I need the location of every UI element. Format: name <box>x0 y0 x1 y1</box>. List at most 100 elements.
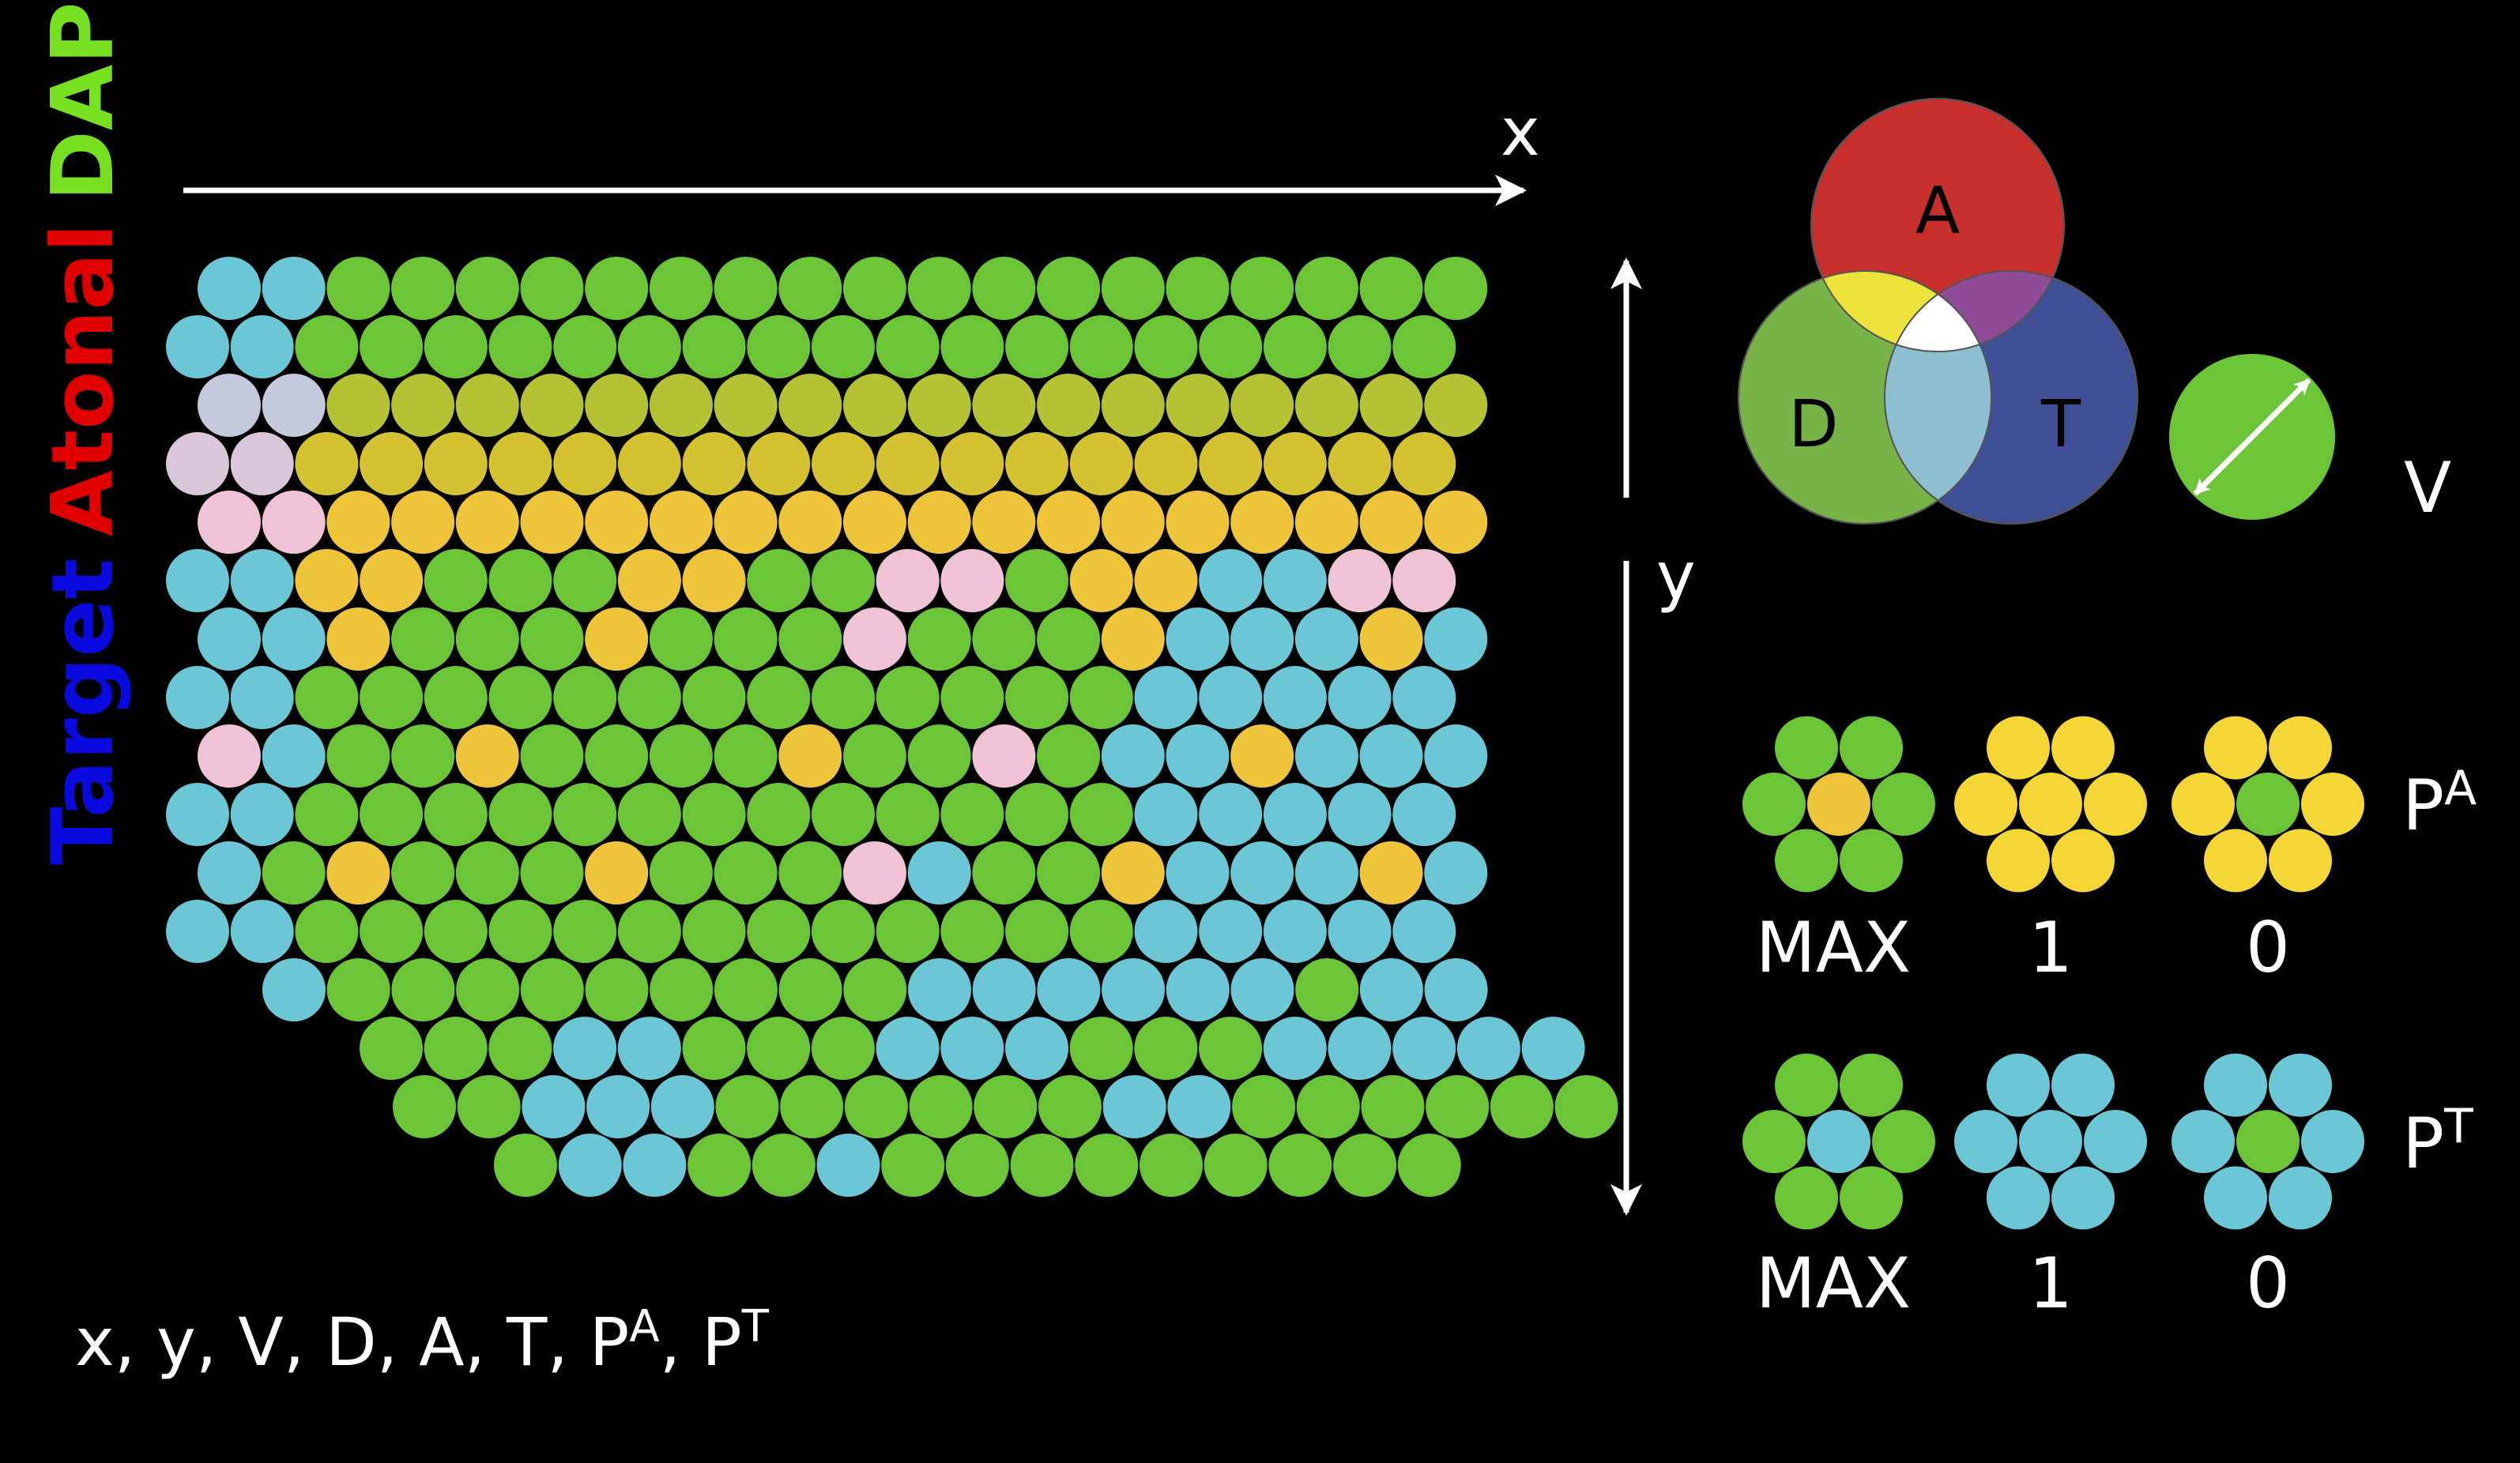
grid-cell <box>812 666 875 729</box>
pattern-a-label: PA <box>2402 761 2477 846</box>
grid-cell <box>617 783 681 846</box>
grid-cell <box>520 958 584 1021</box>
grid-cell <box>972 724 1036 788</box>
cluster-ring-cell <box>1775 1053 1838 1117</box>
grid-cell <box>876 315 940 378</box>
grid-cell <box>876 432 940 495</box>
grid-cell <box>649 374 713 437</box>
grid-cell <box>262 374 326 437</box>
grid-cell <box>843 374 906 437</box>
grid-cell <box>843 257 906 320</box>
grid-cell <box>1392 549 1456 612</box>
grid-cell <box>1069 783 1133 846</box>
grid-cell <box>553 432 617 495</box>
grid-cell <box>1010 1134 1074 1197</box>
grid-cell <box>972 257 1036 320</box>
grid-cell <box>326 724 390 788</box>
grid-cell <box>326 958 390 1021</box>
grid-cell <box>909 1075 973 1138</box>
grid-cell <box>585 374 649 437</box>
grid-cell <box>649 607 713 671</box>
grid-cell <box>360 315 424 378</box>
cluster-ring-cell <box>2172 773 2235 836</box>
grid-cell <box>456 958 520 1021</box>
grid-cell <box>1139 1134 1203 1197</box>
cluster-center-cell <box>1807 773 1870 836</box>
cluster-ring-cell <box>1954 773 2017 836</box>
grid-cell <box>1069 315 1133 378</box>
grid-cell <box>1134 315 1198 378</box>
cluster-ring-cell <box>1840 716 1903 780</box>
grid-cell <box>455 607 519 671</box>
grid-cell <box>1263 1017 1327 1080</box>
cluster-ring-cell <box>1775 829 1838 893</box>
grid-cell <box>1359 724 1423 788</box>
grid-cell <box>1294 374 1358 437</box>
grid-cell <box>424 315 488 378</box>
grid-cell <box>1199 900 1263 963</box>
grid-cell <box>391 607 455 671</box>
grid-cell <box>714 607 778 671</box>
grid-cell <box>360 666 424 729</box>
grid-cell <box>1294 724 1358 788</box>
cluster-ring-cell <box>2051 716 2115 780</box>
grid-cell <box>843 841 906 905</box>
grid-cell <box>166 549 229 612</box>
grid-cell <box>360 432 424 495</box>
grid-cell <box>1134 1017 1198 1080</box>
venn-diagram: A D T <box>1738 98 2138 525</box>
grid-cell <box>424 549 488 612</box>
grid-cell <box>1294 257 1358 320</box>
grid-cell <box>682 783 746 846</box>
grid-cell <box>1456 1017 1520 1080</box>
grid-cell <box>1424 257 1488 320</box>
grid-cell <box>682 432 746 495</box>
grid-cell <box>1069 1017 1133 1080</box>
grid-cell <box>876 666 940 729</box>
grid-cell <box>488 1017 552 1080</box>
cluster-ring-cell <box>2269 1166 2332 1230</box>
grid-cell <box>1101 491 1165 554</box>
cluster-ring-cell <box>1775 1166 1838 1230</box>
grid-cell <box>1359 491 1423 554</box>
grid-cell <box>1268 1134 1332 1197</box>
grid-cell <box>230 315 294 378</box>
grid-cell <box>843 607 906 671</box>
grid-cell <box>1424 841 1488 905</box>
grid-cell <box>391 257 455 320</box>
grid-cell <box>714 724 778 788</box>
grid-cell <box>649 491 713 554</box>
cluster-center-cell <box>2019 1110 2082 1173</box>
grid-cell <box>457 1075 521 1138</box>
channel-label: Target Atonal DAPI <box>34 0 133 865</box>
cluster-ring-cell <box>2204 829 2267 893</box>
grid-cell <box>1333 1134 1397 1197</box>
cluster-ring-cell <box>1954 1110 2017 1173</box>
cluster-ring-cell <box>2269 829 2332 893</box>
grid-cell <box>1554 1075 1618 1138</box>
label-atonal: Atonal <box>34 224 133 536</box>
grid-cell <box>295 783 359 846</box>
grid-cell <box>1230 374 1294 437</box>
grid-cell <box>972 958 1036 1021</box>
grid-cell <box>230 783 294 846</box>
grid-cell <box>907 374 971 437</box>
grid-cell <box>166 783 229 846</box>
grid-cell <box>617 315 681 378</box>
label-target: Target <box>34 558 133 865</box>
grid-cell <box>393 1075 456 1138</box>
grid-cell <box>682 666 746 729</box>
grid-cell <box>295 315 359 378</box>
grid-cell <box>1005 315 1069 378</box>
grid-cell <box>166 315 229 378</box>
grid-cell <box>1199 549 1263 612</box>
cluster-ring-cell <box>1872 773 1935 836</box>
grid-cell <box>812 432 875 495</box>
grid-cell <box>649 724 713 788</box>
grid-cell <box>1230 607 1294 671</box>
grid-cell <box>1392 900 1456 963</box>
grid-cell <box>1294 607 1358 671</box>
cluster-ring-cell <box>2204 716 2267 780</box>
grid-cell <box>876 783 940 846</box>
